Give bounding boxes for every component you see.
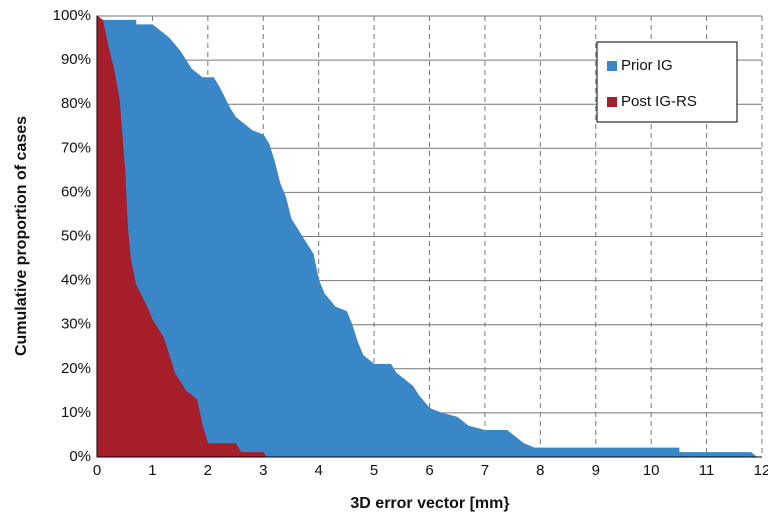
legend-swatch xyxy=(607,61,617,71)
x-tick-label: 9 xyxy=(592,462,600,479)
x-tick-label: 6 xyxy=(425,462,433,479)
x-tick-label: 8 xyxy=(536,462,544,479)
y-tick-label: 90% xyxy=(61,51,91,68)
y-axis-title: Cumulative proportion of cases xyxy=(13,116,30,356)
legend-label: Post IG-RS xyxy=(621,93,697,110)
x-tick-label: 2 xyxy=(204,462,212,479)
x-tick-label: 10 xyxy=(643,462,660,479)
area xyxy=(96,14,758,458)
y-tick-label: 70% xyxy=(61,139,91,156)
area xyxy=(96,14,267,458)
plot-area xyxy=(96,14,758,458)
y-tick-label: 80% xyxy=(61,95,91,112)
y-tick-label: 20% xyxy=(61,360,91,377)
x-tick-label: 3 xyxy=(259,462,267,479)
x-tick-label: 11 xyxy=(699,462,715,479)
x-tick-label: 12 xyxy=(754,462,768,479)
y-tick-label: 50% xyxy=(61,227,91,244)
x-tick-label: 5 xyxy=(370,462,378,479)
y-tick-label: 100% xyxy=(53,7,91,24)
y-tick-label: 40% xyxy=(61,272,91,289)
x-tick-label: 7 xyxy=(481,462,489,479)
x-tick-label: 0 xyxy=(93,462,101,479)
y-tick-label: 0% xyxy=(69,448,91,465)
x-tick-label: 1 xyxy=(148,462,156,479)
legend-label: Prior IG xyxy=(621,57,673,74)
x-tick-label: 4 xyxy=(314,462,322,479)
y-tick-label: 10% xyxy=(61,404,91,421)
y-tick-label: 30% xyxy=(61,316,91,333)
legend-swatch xyxy=(607,97,617,107)
x-axis-title: 3D error vector [mm} xyxy=(350,495,509,512)
legend-box xyxy=(596,41,738,123)
y-tick-label: 60% xyxy=(61,183,91,200)
